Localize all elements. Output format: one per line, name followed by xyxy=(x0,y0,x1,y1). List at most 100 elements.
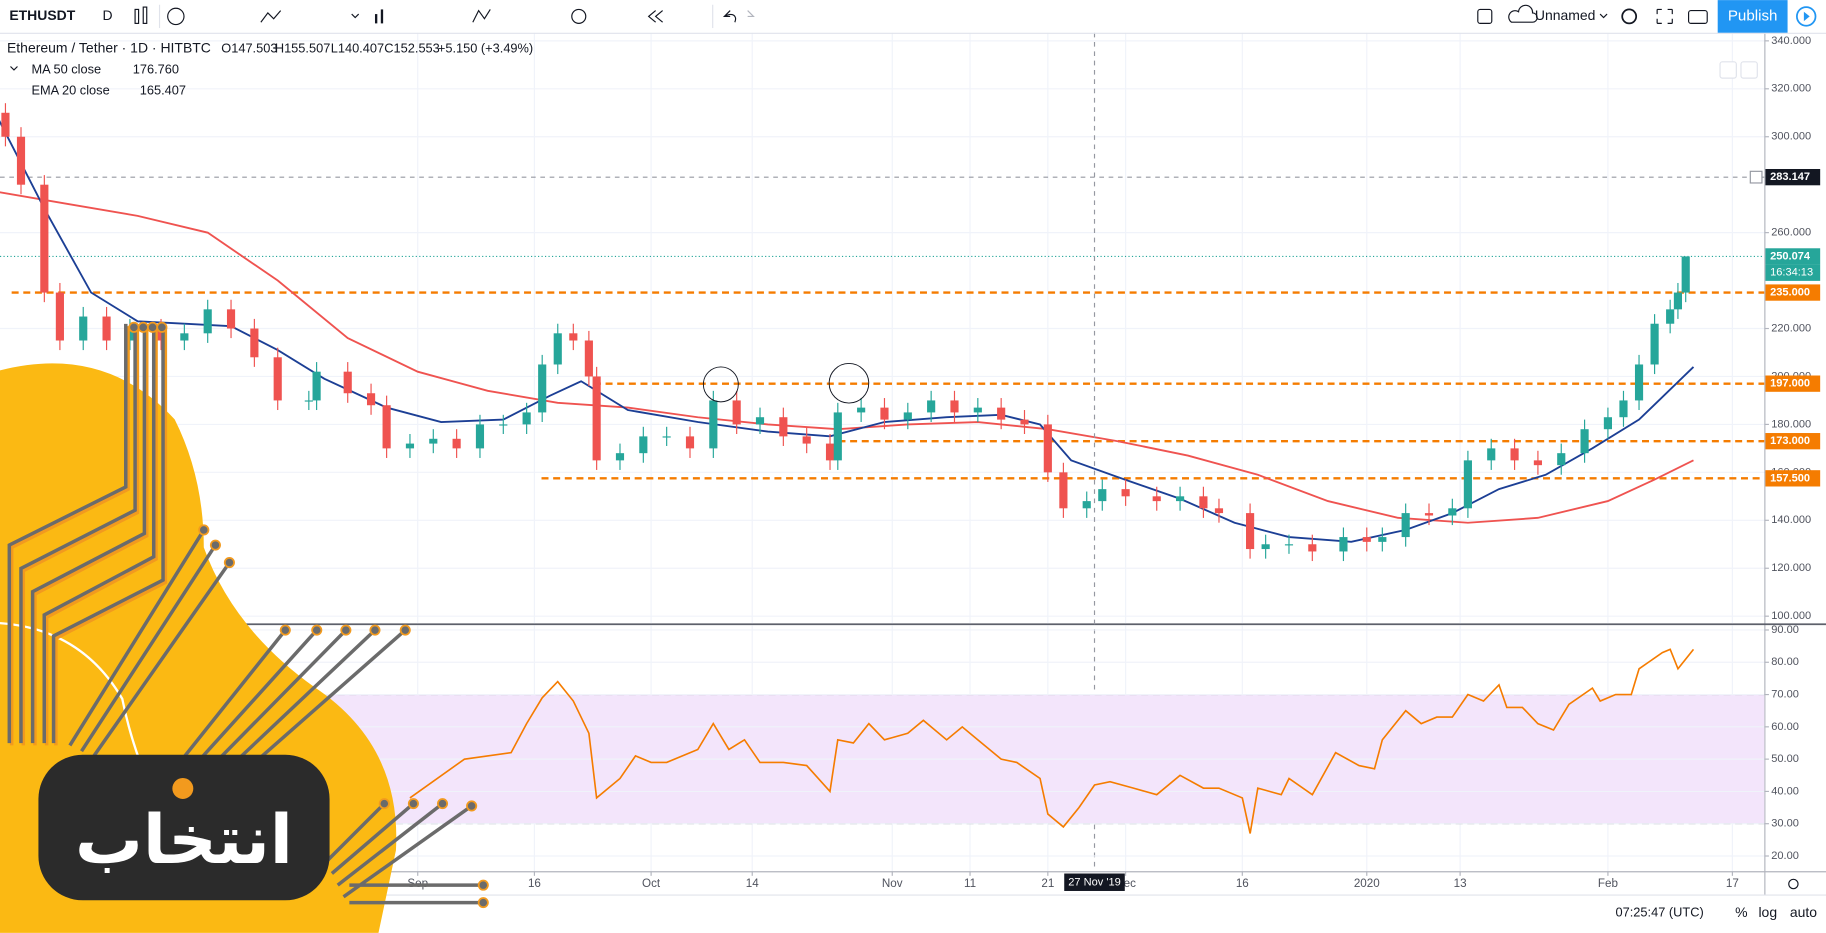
candle-body xyxy=(1448,508,1457,516)
candle-body xyxy=(1681,256,1690,293)
price-tag xyxy=(1765,284,1821,301)
alert-icon xyxy=(571,8,587,24)
legend-change: +5.150 (+3.49%) xyxy=(438,40,533,55)
node xyxy=(378,798,390,810)
x-tick-label: 17 xyxy=(1726,877,1739,890)
candle-body xyxy=(55,292,64,341)
candle-body xyxy=(709,400,718,449)
legend: Ethereum / Tether · 1D · HITBTC O147.503… xyxy=(7,40,1758,97)
play-icon[interactable] xyxy=(1796,6,1817,27)
layout-name[interactable]: Unnamed xyxy=(1535,7,1596,23)
candle-body xyxy=(1650,323,1659,365)
candle-body xyxy=(903,412,912,420)
price-tag-label: 235.000 xyxy=(1770,286,1810,298)
chart-style-icon[interactable] xyxy=(134,8,140,24)
dropdown[interactable] xyxy=(351,13,360,19)
circuit-lines xyxy=(68,529,484,905)
candle-body xyxy=(755,417,765,425)
symbol[interactable]: ETHUSDT xyxy=(9,7,75,23)
x-tick-label: 21 xyxy=(1041,877,1054,890)
replay-icon xyxy=(647,10,663,23)
indicator-name: EMA 20 close xyxy=(31,82,109,97)
candle-body xyxy=(662,436,671,438)
x-tick-label: 11 xyxy=(964,877,976,890)
candle-body xyxy=(584,340,593,377)
watermark: انتخاب xyxy=(0,321,489,933)
candle-body xyxy=(592,376,601,461)
log-toggle[interactable]: log xyxy=(1758,904,1777,920)
x-tick-label: 2020 xyxy=(1354,877,1380,890)
candle-body xyxy=(997,407,1006,420)
y-tick-label: 50.00 xyxy=(1771,753,1799,765)
fullscreen-icon[interactable] xyxy=(1656,8,1673,24)
indicator-name: MA 50 close xyxy=(31,61,101,76)
node xyxy=(147,321,159,333)
date-tag xyxy=(1064,873,1125,891)
scroll-button[interactable] xyxy=(1719,61,1737,79)
candle-body xyxy=(825,443,835,461)
auto-toggle[interactable]: auto xyxy=(1790,904,1817,920)
candle-body xyxy=(1487,448,1496,461)
y-tick-label: 90.00 xyxy=(1771,624,1799,636)
price-tag xyxy=(1765,433,1821,450)
node xyxy=(223,557,235,569)
countdown-tag xyxy=(1765,264,1821,281)
candle-body xyxy=(553,333,562,365)
node xyxy=(477,879,489,891)
candle-body xyxy=(429,438,438,444)
legend-collapse[interactable] xyxy=(10,66,18,71)
candle-body xyxy=(779,417,788,437)
reset-button[interactable] xyxy=(1740,61,1758,79)
circuit-lines xyxy=(7,323,165,744)
logo-text: انتخاب xyxy=(75,800,293,879)
crosshair-plus xyxy=(1749,170,1763,184)
x-tick-label: Oct xyxy=(642,877,661,890)
y-tick-label: 140.000 xyxy=(1771,514,1811,526)
y-tick-label: 220.000 xyxy=(1771,322,1811,334)
node xyxy=(477,897,489,909)
indicator-value: 165.407 xyxy=(140,82,186,97)
circuit-nodes xyxy=(128,321,489,909)
node xyxy=(279,624,291,636)
candle-body xyxy=(343,371,352,394)
clock: 07:25:47 (UTC) xyxy=(1616,904,1704,919)
axis-settings[interactable] xyxy=(1788,878,1799,890)
publish-button[interactable] xyxy=(1717,0,1788,33)
settings-icon[interactable] xyxy=(1621,8,1638,25)
price-tag-label: 283.147 xyxy=(1770,171,1810,183)
candle-body xyxy=(180,333,189,341)
candle-body xyxy=(405,443,415,449)
x-tick-label: 16 xyxy=(1236,877,1249,890)
candle-body xyxy=(304,400,313,402)
interval[interactable]: D xyxy=(102,7,112,23)
price-tag-label: 250.074 xyxy=(1770,250,1811,262)
candle-body xyxy=(1020,419,1029,425)
candle-body xyxy=(312,371,321,401)
candle-body xyxy=(1246,513,1255,550)
financials-icon-2 xyxy=(380,9,384,24)
candle-body xyxy=(1580,429,1589,454)
checkbox[interactable] xyxy=(1477,8,1493,24)
publish-label[interactable]: Publish xyxy=(1728,7,1778,24)
percent-toggle[interactable]: % xyxy=(1735,904,1747,920)
cloud-icon xyxy=(1508,4,1538,23)
candle-body xyxy=(1261,544,1270,550)
dropdown[interactable] xyxy=(1599,13,1608,19)
redo[interactable] xyxy=(747,10,755,17)
node xyxy=(340,624,352,636)
candle-body xyxy=(1378,537,1387,542)
undo[interactable] xyxy=(722,10,737,23)
snapshot-icon[interactable] xyxy=(1688,9,1708,24)
y-tick-label: 20.00 xyxy=(1771,850,1799,862)
rsi-line xyxy=(409,648,1695,834)
candle-body xyxy=(156,328,166,341)
legend-high: H155.507 xyxy=(275,40,331,55)
y-tick-label: 340.000 xyxy=(1771,35,1811,47)
candle-body xyxy=(639,436,648,454)
legend-low: L140.407 xyxy=(331,40,384,55)
date-tag-label: 27 Nov '19 xyxy=(1068,877,1120,889)
y-tick-label: 30.00 xyxy=(1771,818,1799,830)
candle-body xyxy=(802,436,811,444)
